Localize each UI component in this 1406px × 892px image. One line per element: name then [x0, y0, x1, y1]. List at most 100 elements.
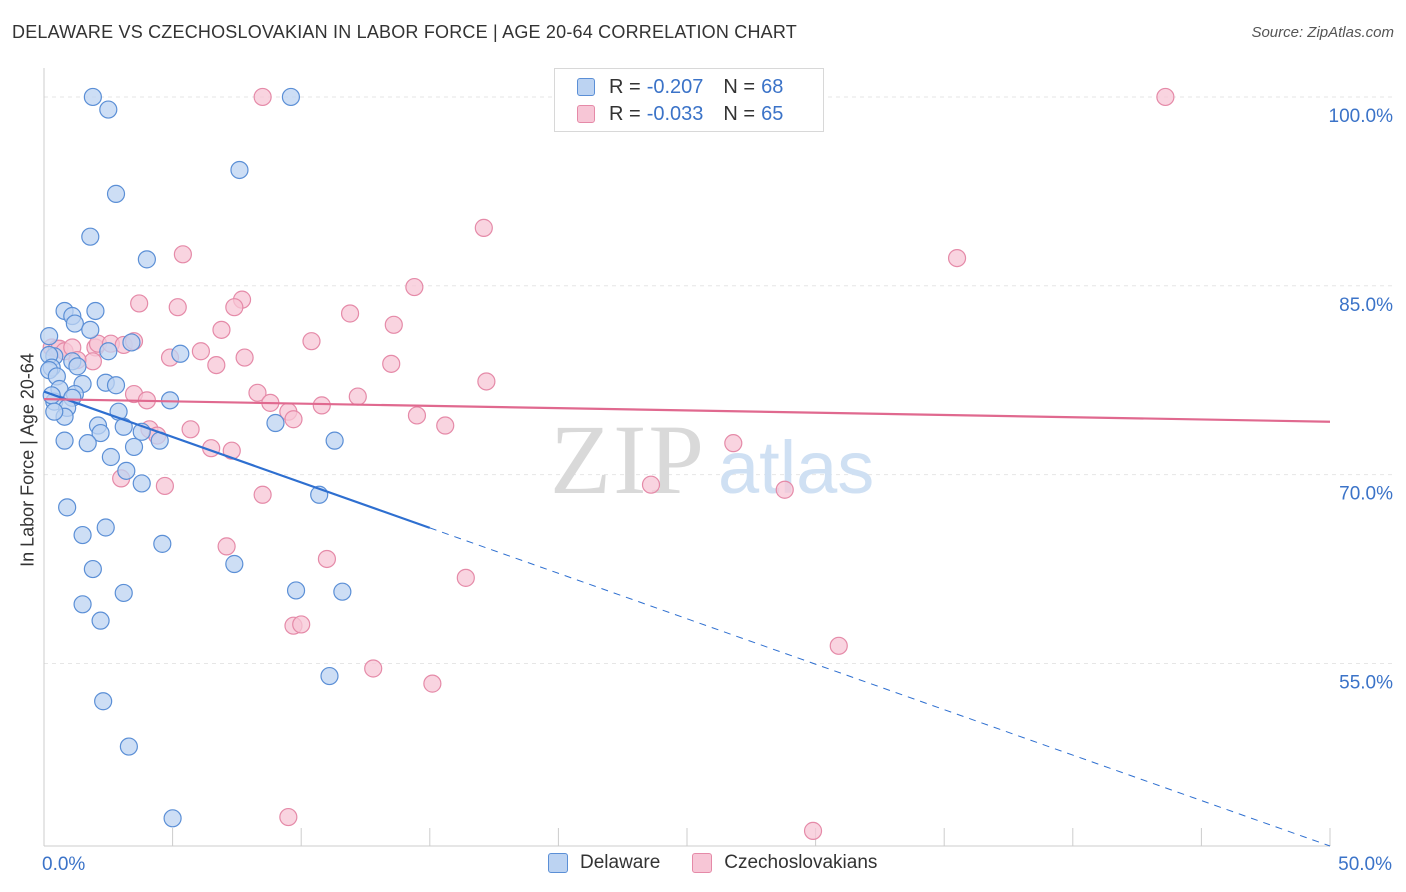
delaware-point [99, 100, 118, 119]
delaware-point [65, 314, 84, 333]
delaware-point [40, 327, 59, 346]
czechoslovakians-point [384, 315, 403, 334]
delaware-point [132, 474, 151, 493]
czechoslovakians-point [1156, 87, 1175, 107]
czechoslovakians-point [279, 807, 298, 827]
czechoslovakians-point [405, 277, 424, 297]
czechoslovakians-point [436, 416, 455, 435]
delaware-trend-solid [43, 390, 431, 529]
czechoslovakians-point [803, 821, 823, 840]
delaware-point [320, 666, 339, 686]
czechoslovakians-point [724, 434, 743, 453]
n-label: N = [723, 75, 756, 98]
delaware-point [45, 402, 64, 421]
delaware-point [68, 357, 87, 376]
czechoslovakians-point [407, 406, 427, 425]
y-tick-label: 100.0% [1329, 106, 1394, 127]
delaware-point [325, 431, 344, 450]
czechoslovakians-point [130, 294, 149, 313]
legend-label-czechoslovakians: Czechoslovakians [724, 852, 878, 873]
legend-row-czechoslovakians: R = -0.033 N = 65 [577, 101, 783, 127]
delaware-point [286, 581, 306, 600]
delaware-point [73, 525, 92, 545]
legend-row-delaware: R = -0.207 N = 68 [577, 74, 783, 100]
n-value: 65 [761, 102, 784, 125]
legend-label-delaware: Delaware [580, 852, 661, 873]
delaware-point [58, 498, 77, 517]
czechoslovakians-point [477, 372, 496, 391]
czechoslovakians-point [284, 410, 303, 429]
trend-lines [43, 390, 1331, 847]
czechoslovakians-point [348, 387, 367, 406]
delaware-point [94, 692, 113, 711]
r-value: -0.207 [646, 75, 704, 98]
x-tick-label: 0.0% [42, 854, 85, 875]
delaware-point [78, 434, 97, 453]
czechoslovakians-point [829, 636, 848, 655]
legend-item-delaware[interactable]: Delaware [548, 852, 660, 874]
n-label: N = [723, 102, 756, 125]
y-tick-label: 85.0% [1339, 295, 1393, 316]
delaware-point [114, 583, 133, 603]
czechoslovakians-point [212, 320, 231, 339]
czechoslovakians-point [947, 248, 967, 268]
delaware-point [86, 301, 105, 321]
czechoslovakians-point [292, 615, 311, 634]
r-label: R = [609, 75, 641, 98]
legend-item-czechoslovakians[interactable]: Czechoslovakians [692, 852, 877, 874]
czechoslovakians-point [217, 537, 236, 556]
czechoslovakians-point [302, 332, 321, 351]
czechoslovakians-point [222, 441, 241, 460]
czechoslovakians-point [248, 383, 267, 402]
y-axis-label: In Labor Force | Age 20-64 [17, 353, 38, 567]
czechoslovakians-point [312, 396, 331, 415]
delaware-point [83, 87, 102, 107]
czechoslovakians-swatch [577, 105, 595, 123]
delaware-point [281, 87, 301, 107]
czechoslovakians-point [253, 87, 272, 107]
x-tick-label: 50.0% [1338, 854, 1392, 875]
delaware-point [91, 423, 110, 443]
delaware-point [137, 250, 156, 269]
delaware-point [81, 227, 100, 246]
n-value: 68 [761, 75, 784, 98]
czechoslovakians-point [181, 420, 200, 439]
czechoslovakians-legend-swatch [692, 853, 713, 873]
czechoslovakians-point [456, 568, 475, 587]
axes-layer [43, 68, 1331, 847]
delaware-point [163, 809, 182, 828]
delaware-point [171, 344, 190, 363]
delaware-point [122, 333, 141, 352]
delaware-point [117, 461, 136, 480]
czechoslovakians-point [474, 218, 493, 237]
delaware-point [81, 320, 100, 339]
delaware-point [124, 437, 144, 457]
delaware-point [114, 417, 133, 436]
watermark-atlas: atlas [718, 426, 874, 509]
delaware-point [153, 534, 172, 553]
czechoslovakians-point [775, 480, 794, 499]
czechoslovakians-point [207, 356, 226, 375]
chart-title: DELAWARE VS CZECHOSLOVAKIAN IN LABOR FOR… [12, 22, 797, 42]
grid-layer [44, 96, 1392, 664]
czechoslovakians-point [83, 352, 102, 371]
czechoslovakians-point [168, 298, 187, 317]
delaware-point [73, 595, 92, 614]
czechoslovakians-point [423, 674, 442, 693]
watermark-zip: ZIP [550, 404, 706, 515]
delaware-swatch [577, 78, 595, 96]
watermark: ZIP atlas [550, 404, 874, 515]
czechoslovakians-trend [43, 397, 1331, 423]
y-tick-label: 70.0% [1339, 484, 1393, 505]
delaware-point [106, 376, 126, 395]
delaware-point [230, 160, 249, 180]
delaware-points [40, 87, 352, 828]
delaware-legend-swatch [548, 853, 568, 873]
delaware-point [96, 518, 115, 537]
czechoslovakians-point [317, 549, 337, 569]
czechoslovakians-point [382, 354, 401, 373]
czechoslovakians-point [235, 348, 254, 367]
series-legend: Delaware Czechoslovakians [548, 852, 909, 874]
r-label: R = [609, 102, 641, 125]
